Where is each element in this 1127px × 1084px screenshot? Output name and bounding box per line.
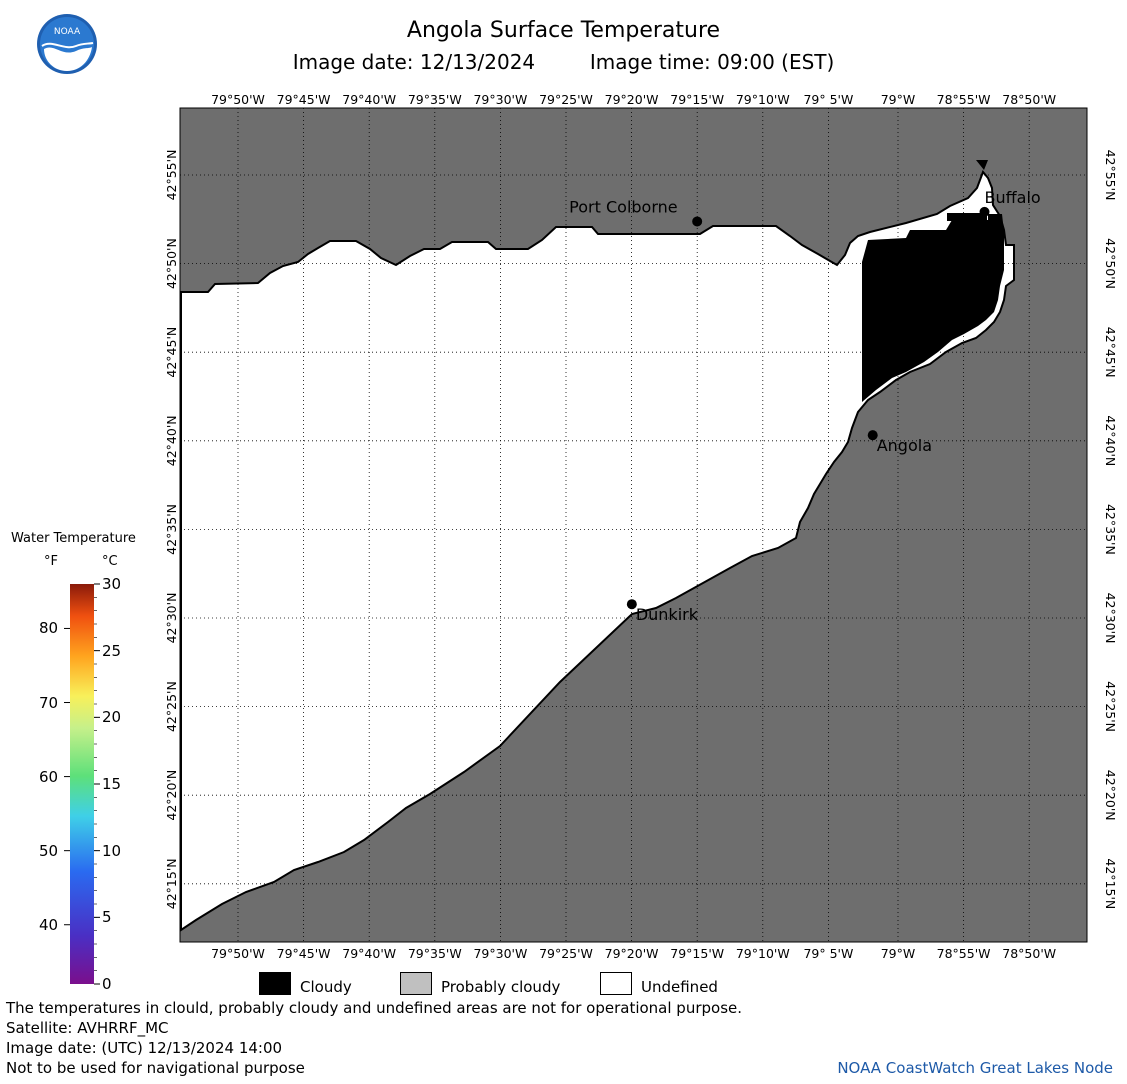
lat-label-left: 42°35'N — [164, 504, 179, 555]
celsius-tick-label: 0 — [102, 975, 112, 993]
fahrenheit-tick-label: 60 — [39, 767, 59, 786]
lat-label-right: 42°30'N — [1103, 593, 1118, 644]
legend-probably-cloudy-swatch — [400, 972, 432, 995]
fahrenheit-tick-label: 80 — [39, 619, 59, 638]
lat-label-right: 42°25'N — [1103, 681, 1118, 732]
lat-label-left: 42°40'N — [164, 415, 179, 466]
celsius-tick-label: 5 — [102, 908, 112, 927]
city-markers: Port Colborne Buffalo Angola Dunkirk — [569, 188, 1041, 624]
graticule — [180, 108, 1087, 942]
celsius-unit: °C — [102, 554, 118, 569]
utc-date-label: Image date: (UTC) 12/13/2024 14:00 — [6, 1039, 283, 1057]
lon-label-top: 79°25'W — [539, 92, 593, 107]
colorbar-gradient — [70, 584, 94, 984]
city-label: Port Colborne — [569, 197, 677, 216]
lon-label-top: 79°40'W — [342, 92, 396, 107]
lon-label-top: 79°50'W — [211, 92, 265, 107]
lat-label-left: 42°25'N — [164, 681, 179, 732]
lon-label-bottom: 78°55'W — [937, 946, 991, 961]
cloud-mask — [862, 214, 1004, 402]
lat-label-right: 42°50'N — [1103, 238, 1118, 289]
celsius-tick-label: 20 — [102, 708, 122, 727]
lon-label-top: 79°W — [881, 92, 916, 107]
map-frame — [179, 107, 1088, 943]
lon-label-bottom: 79°15'W — [670, 946, 724, 961]
city-label: Dunkirk — [636, 605, 699, 624]
lon-label-top: 79°10'W — [736, 92, 790, 107]
image-date-label: Image date: 12/13/2024 — [292, 50, 536, 74]
lat-label-left: 42°55'N — [164, 150, 179, 201]
temperature-colorbar — [64, 583, 100, 985]
fahrenheit-tick-label: 50 — [39, 841, 59, 860]
lat-label-right: 42°15'N — [1103, 858, 1118, 909]
fahrenheit-tick-label: 70 — [39, 693, 59, 712]
celsius-tick-label: 30 — [102, 575, 122, 593]
lon-label-bottom: 79°10'W — [736, 946, 790, 961]
lat-label-left: 42°15'N — [164, 858, 179, 909]
noaa-logo-icon: NOAA — [37, 14, 97, 74]
map-layers — [179, 107, 1088, 943]
credit-link[interactable]: NOAA CoastWatch Great Lakes Node — [837, 1059, 1113, 1077]
legend-cloudy-swatch — [259, 972, 291, 995]
fahrenheit-unit: °F — [44, 554, 58, 569]
lon-label-top: 79° 5'W — [803, 92, 853, 107]
lat-label-right: 42°35'N — [1103, 504, 1118, 555]
disclaimer-text: The temperatures in clould, probably clo… — [6, 999, 743, 1017]
graticule-labels: 79°50'W 79°50'W 79°45'W 79°45'W 79°40'W 79°40… — [164, 92, 1118, 961]
city-dot — [626, 599, 637, 610]
lon-label-bottom: 79° 5'W — [803, 946, 853, 961]
lon-label-top: 79°15'W — [670, 92, 724, 107]
lat-label-left: 42°50'N — [164, 238, 179, 289]
lon-label-bottom: 79°30'W — [473, 946, 527, 961]
image-time-label: Image time: 09:00 (EST) — [589, 50, 835, 74]
river-mouth — [976, 160, 988, 170]
lat-label-right: 42°45'N — [1103, 327, 1118, 378]
colorbar-title: Water Temperature — [11, 531, 136, 546]
city-dot — [979, 206, 990, 217]
lon-label-bottom: 79°50'W — [211, 946, 265, 961]
lon-label-bottom: 78°50'W — [1002, 946, 1056, 961]
legend-undefined-label: Undefined — [641, 978, 718, 996]
city-dot — [692, 216, 703, 227]
lat-label-left: 42°20'N — [164, 770, 179, 821]
map-subtitle: Image date: 12/13/2024 Image time: 09:00… — [0, 50, 1127, 74]
satellite-label: Satellite: AVHRRF_MC — [6, 1019, 169, 1037]
legend-probably-cloudy-label: Probably cloudy — [441, 978, 561, 996]
lon-label-top: 79°45'W — [277, 92, 331, 107]
lon-label-bottom: 79°W — [881, 946, 916, 961]
lat-label-right: 42°20'N — [1103, 770, 1118, 821]
lon-label-top: 79°20'W — [605, 92, 659, 107]
map-title: Angola Surface Temperature — [406, 18, 721, 43]
lon-label-top: 78°50'W — [1002, 92, 1056, 107]
lat-label-left: 42°45'N — [164, 327, 179, 378]
lon-label-top: 78°55'W — [937, 92, 991, 107]
legend-undefined-swatch — [600, 972, 632, 995]
lon-label-bottom: 79°25'W — [539, 946, 593, 961]
lon-label-bottom: 79°35'W — [408, 946, 462, 961]
lat-label-right: 42°40'N — [1103, 415, 1118, 466]
lon-label-bottom: 79°45'W — [277, 946, 331, 961]
lake-erie — [180, 170, 1015, 932]
cloud-patch — [947, 213, 987, 221]
celsius-tick-label: 25 — [102, 641, 122, 660]
legend-cloudy-label: Cloudy — [300, 978, 352, 996]
lat-label-left: 42°30'N — [164, 593, 179, 644]
city-label: Buffalo — [985, 188, 1041, 207]
city-label: Angola — [877, 436, 932, 455]
lat-label-right: 42°55'N — [1103, 150, 1118, 201]
lon-label-top: 79°35'W — [408, 92, 462, 107]
lon-label-bottom: 79°40'W — [342, 946, 396, 961]
celsius-tick-label: 10 — [102, 841, 122, 860]
lon-label-bottom: 79°20'W — [605, 946, 659, 961]
city-dot — [867, 430, 878, 441]
lon-label-top: 79°30'W — [473, 92, 527, 107]
celsius-tick-label: 15 — [102, 775, 122, 793]
logo-text: NOAA — [54, 27, 81, 37]
navigation-warning: Not to be used for navigational purpose — [6, 1059, 305, 1077]
fahrenheit-tick-label: 40 — [39, 915, 59, 934]
colorbar-ticks — [64, 583, 100, 985]
